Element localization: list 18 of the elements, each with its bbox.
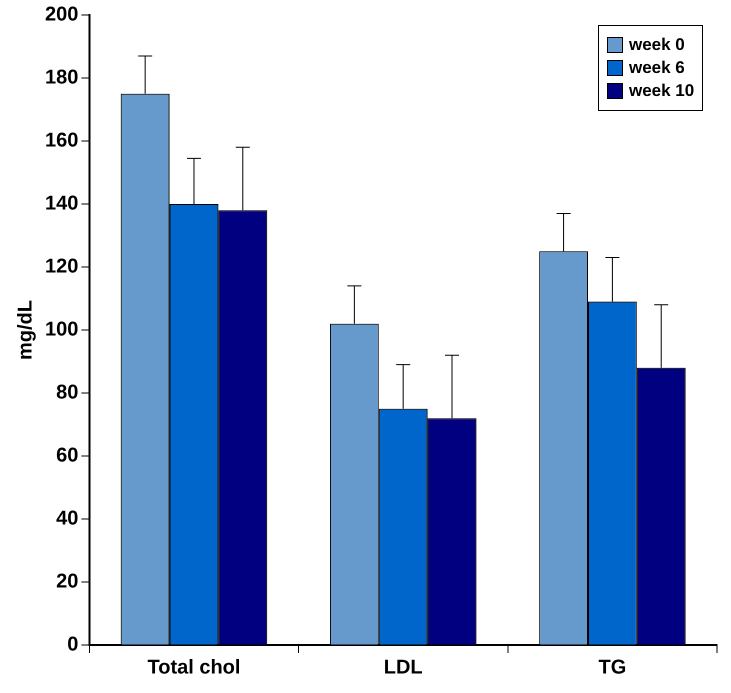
legend-label: week 6 [629,58,685,78]
y-tick-label: 60 [56,444,78,467]
y-tick-label: 160 [44,130,78,152]
y-tick-label: 200 [44,4,78,26]
y-tick-label: 40 [56,508,78,530]
legend-label: week 10 [629,81,694,101]
y-tick-label: 120 [44,256,78,278]
y-tick-label: 140 [44,192,78,215]
y-axis-title: mg/dL [14,300,37,360]
y-tick-label: 80 [56,382,78,404]
x-tick-label: TG [598,656,626,679]
x-tick-label: Total chol [147,656,240,679]
legend-label: week 0 [629,35,685,55]
y-tick-label: 0 [67,634,78,656]
x-tick-label: LDL [384,656,423,679]
y-tick-label: 20 [56,570,78,593]
y-tick-label: 100 [44,318,78,341]
y-tick-label: 180 [44,66,78,89]
